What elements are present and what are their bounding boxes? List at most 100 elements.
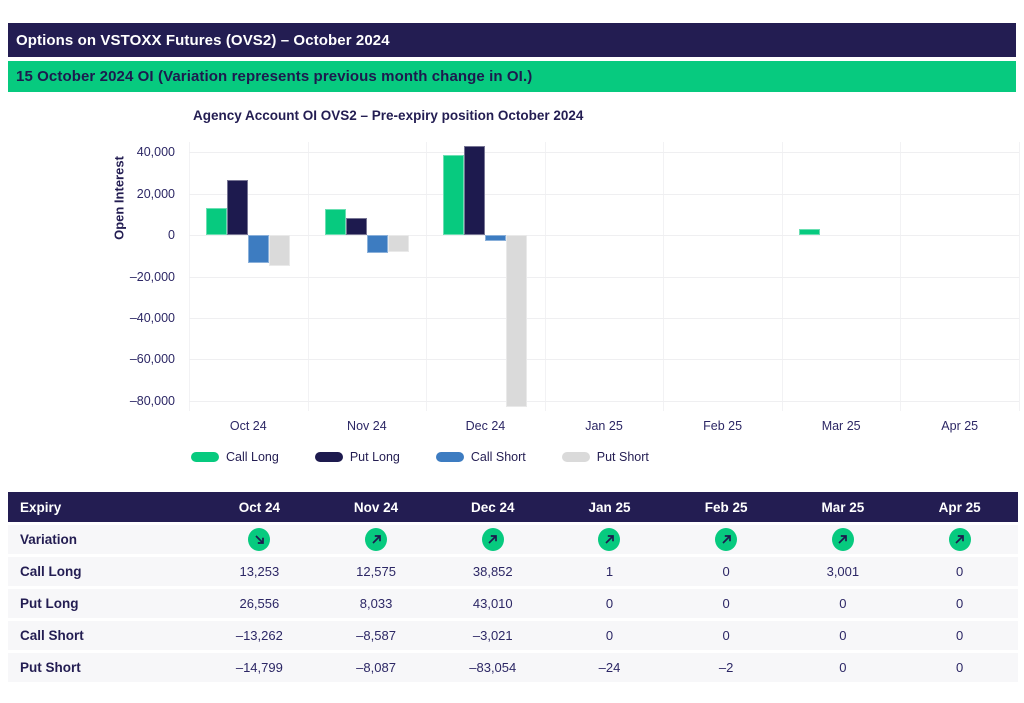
row-label-call-short: Call Short [8,621,201,650]
report-title-bar: Options on VSTOXX Futures (OVS2) – Octob… [8,23,1016,57]
legend-item-put-short: Put Short [561,450,649,464]
bar-put-short-oct-24 [269,235,291,266]
table-header-oct-24: Oct 24 [201,492,318,522]
horizontal-gridline [189,359,1019,360]
table-cell-value: –2 [667,653,785,682]
table-header-row: Expiry Oct 24 Nov 24 Dec 24 Jan 25 Feb 25 Mar … [8,492,1018,522]
variation-cell [551,525,668,554]
vertical-gridline [545,142,546,411]
y-tick-label: –60,000 [129,352,175,366]
variation-up-icon [831,528,854,551]
variation-cell [201,525,318,554]
bar-call-short-nov-24 [366,235,388,253]
bar-put-short-nov-24 [387,235,409,252]
table-cell-value: 1 [551,557,668,586]
table-header-dec-24: Dec 24 [434,492,552,522]
bar-call-short-dec-24 [485,235,507,242]
variation-up-icon [948,528,971,551]
report-title: Options on VSTOXX Futures (OVS2) – Octob… [16,31,390,49]
table-cell-value: 0 [784,653,902,682]
row-label-put-short: Put Short [8,653,201,682]
legend-swatch-put-long [314,452,343,462]
table-cell-value: 0 [784,621,902,650]
table-cell-value: 0 [667,557,785,586]
legend-item-call-short: Call Short [435,450,526,464]
table-cell-value: 0 [551,621,668,650]
table-cell-value: 3,001 [784,557,902,586]
table-cell-value: 8,033 [317,589,435,618]
variation-down-icon [248,528,271,551]
report-subtitle-bar: 15 October 2024 OI (Variation represents… [8,61,1016,92]
x-axis-label-nov-24: Nov 24 [347,419,387,433]
table-cell-value: 0 [784,589,902,618]
row-label-put-long: Put Long [8,589,201,618]
table-cell-value: –24 [551,653,668,682]
legend-label: Put Short [596,450,649,464]
legend-label: Put Long [349,450,400,464]
legend-swatch-call-long [191,452,219,462]
x-axis-label-apr-25: Apr 25 [941,419,979,433]
table-row-call-long: Call Long 13,253 12,575 38,852 1 0 3,001 0 [8,557,1018,586]
table-row-variation: Variation [8,525,1018,554]
horizontal-gridline [189,277,1019,278]
x-axis-label-jan-25: Jan 25 [585,419,623,433]
bar-call-long-mar-25 [799,228,821,236]
y-axis-ticks: 40,000 20,000 0 –20,000 –40,000 –60,000 –80,00… [82,142,182,411]
legend-item-put-long: Put Long [314,450,400,464]
bar-put-long-oct-24 [227,180,249,236]
bar-call-short-oct-24 [248,235,270,263]
variation-up-icon [481,528,504,551]
horizontal-gridline [189,401,1019,402]
oi-table-body: Variation Call Long 13,253 12,575 38,852 1 0 3,… [8,525,1018,682]
vertical-gridline [1019,142,1020,411]
horizontal-gridline [189,318,1019,319]
table-cell-value: –13,262 [201,621,318,650]
y-tick-label: 40,000 [136,145,175,159]
bar-call-long-dec-24 [443,154,465,236]
report-subtitle: 15 October 2024 OI (Variation represents… [16,68,533,85]
table-cell-value: 0 [901,589,1018,618]
horizontal-gridline [189,235,1019,236]
oi-table-header: Expiry Oct 24 Nov 24 Dec 24 Jan 25 Feb 25 Mar … [8,492,1018,522]
table-cell-value: –14,799 [201,653,318,682]
legend-swatch-put-short [561,452,590,462]
table-cell-value: 0 [901,653,1018,682]
table-cell-value: 26,556 [201,589,318,618]
table-row-put-long: Put Long 26,556 8,033 43,010 0 0 0 0 [8,589,1018,618]
x-axis-label-oct-24: Oct 24 [229,419,267,433]
y-tick-label: 20,000 [136,187,175,201]
y-tick-label: –20,000 [129,270,175,284]
x-axis-label-dec-24: Dec 24 [465,419,506,433]
table-cell-value: 38,852 [434,557,552,586]
table-cell-value: 13,253 [201,557,318,586]
x-axis-labels: Oct 24 Nov 24 Dec 24 Jan 25 Feb 25 Mar 25 Apr … [189,419,1019,435]
table-header-feb-25: Feb 25 [667,492,785,522]
table-cell-value: 12,575 [317,557,435,586]
table-cell-value: 0 [667,621,785,650]
x-axis-label-feb-25: Feb 25 [703,419,743,433]
variation-cell [317,525,435,554]
variation-cell [434,525,552,554]
x-axis-label-mar-25: Mar 25 [821,419,861,433]
y-tick-label: –80,000 [129,394,175,408]
vertical-gridline [900,142,901,411]
chart-legend: Call Long Put Long Call Short Put Short [191,448,649,466]
variation-cell [784,525,902,554]
legend-swatch-call-short [435,452,464,462]
table-cell-value: 0 [901,557,1018,586]
table-header-expiry: Expiry [8,492,201,522]
table-header-mar-25: Mar 25 [784,492,902,522]
legend-item-call-long: Call Long [191,450,279,464]
variation-up-icon [365,528,388,551]
bar-put-long-dec-24 [464,146,486,236]
table-cell-value: –8,087 [317,653,435,682]
table-row-call-short: Call Short –13,262 –8,587 –3,021 0 0 0 0 [8,621,1018,650]
bar-put-short-dec-24 [506,235,528,407]
horizontal-gridline [189,152,1019,153]
variation-up-icon [715,528,738,551]
table-header-jan-25: Jan 25 [551,492,668,522]
row-label-variation: Variation [8,525,201,554]
bar-put-long-nov-24 [345,218,367,236]
y-tick-label: –40,000 [129,311,175,325]
